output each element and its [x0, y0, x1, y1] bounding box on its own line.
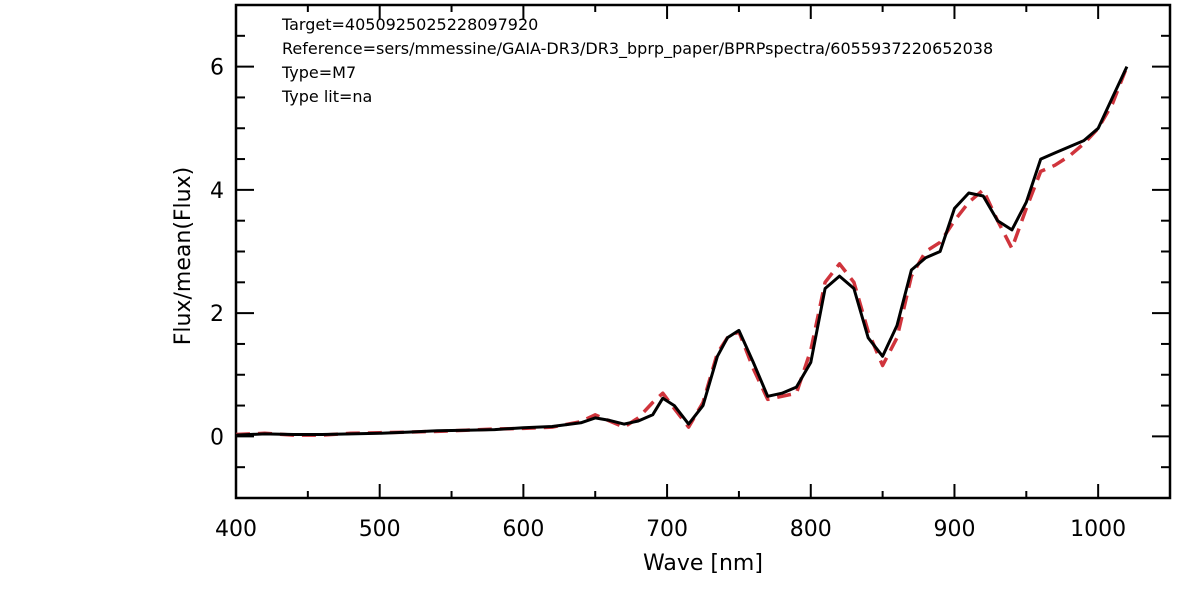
template-spectrum-line: [235, 65, 1129, 437]
y-tick-label: 2: [210, 302, 224, 327]
annotation-line: Target=4050925025228097920: [281, 15, 538, 34]
observed-spectrum-line: [235, 65, 1129, 437]
axis-ticks: [235, 4, 1171, 499]
annotation-line: Type=M7: [281, 63, 356, 82]
y-tick-label: 0: [210, 425, 224, 450]
x-tick-label: 500: [359, 517, 401, 542]
x-tick-label: 800: [790, 517, 832, 542]
annotation-line: Type lit=na: [281, 87, 372, 106]
x-tick-label: 400: [215, 517, 257, 542]
series-layer: [235, 65, 1129, 437]
x-tick-label: 700: [646, 517, 688, 542]
y-tick-label: 4: [210, 179, 224, 204]
plot-frame: [234, 3, 1172, 500]
tick-labels: 400 500 600 700 800 900 1000 0 2 4 6: [210, 56, 1126, 542]
y-axis-title: Flux/mean(Flux): [171, 167, 196, 345]
x-tick-label: 600: [502, 517, 544, 542]
x-axis-title: Wave [nm]: [643, 551, 763, 576]
x-tick-label: 900: [933, 517, 975, 542]
y-tick-label: 6: [210, 56, 224, 81]
annotations: Target=4050925025228097920 Reference=sers…: [281, 15, 993, 106]
x-tick-label: 1000: [1070, 517, 1126, 542]
annotation-line: Reference=sers/mmessine/GAIA-DR3/DR3_bpr…: [282, 39, 993, 59]
